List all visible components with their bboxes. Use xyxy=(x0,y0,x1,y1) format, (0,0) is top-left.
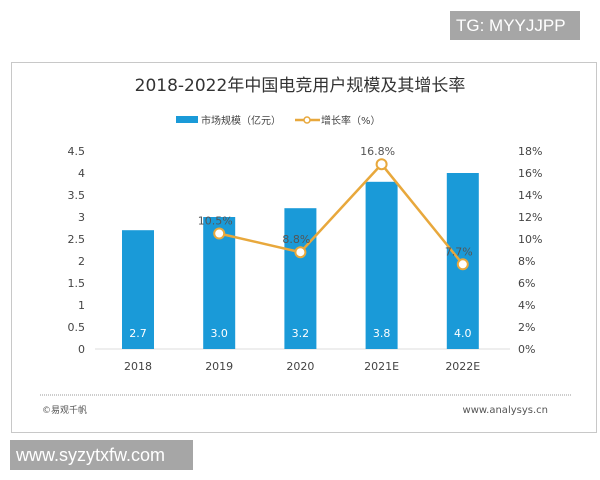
bar xyxy=(122,230,154,349)
y-right-tick-label: 12% xyxy=(518,211,542,224)
y-right-tick-label: 8% xyxy=(518,255,535,268)
bar-value-label: 4.0 xyxy=(454,327,472,340)
y-left-tick-label: 1 xyxy=(78,299,85,312)
chart-frame xyxy=(11,62,597,433)
chart-title: 2018-2022年中国电竞用户规模及其增长率 xyxy=(135,76,466,96)
growth-point xyxy=(456,258,469,271)
y-left-tick-label: 4 xyxy=(78,167,85,180)
growth-value-label: 16.8% xyxy=(360,145,395,158)
growth-point xyxy=(375,158,388,171)
y-right-tick-label: 0% xyxy=(518,343,535,356)
growth-value-label: 10.5% xyxy=(198,215,233,228)
legend-bar-swatch xyxy=(176,116,198,123)
y-left-tick-label: 0 xyxy=(78,343,85,356)
footer-url: www.analysys.cn xyxy=(463,405,548,416)
bar-value-label: 3.2 xyxy=(292,327,310,340)
y-right-tick-label: 4% xyxy=(518,299,535,312)
growth-point xyxy=(294,246,307,259)
y-left-tick-label: 3.5 xyxy=(68,189,86,202)
bar xyxy=(284,208,317,349)
x-tick-label: 2021E xyxy=(364,360,399,373)
y-left-tick-label: 0.5 xyxy=(68,321,86,334)
y-right-tick-label: 10% xyxy=(518,233,542,246)
y-left-tick-label: 1.5 xyxy=(68,277,86,290)
footer-source: ©易观千帆 xyxy=(42,404,87,416)
y-right-tick-label: 2% xyxy=(518,321,535,334)
growth-value-label: 8.8% xyxy=(282,233,310,246)
y-left-tick-label: 3 xyxy=(78,211,85,224)
legend: 市场规模（亿元） 增长率（%） xyxy=(176,114,381,127)
y-right-tick-label: 16% xyxy=(518,167,542,180)
growth-line xyxy=(218,162,464,266)
growth-point xyxy=(213,227,226,240)
watermark-top: TG: MYYJJPP xyxy=(450,11,580,40)
y-right-tick-label: 6% xyxy=(518,277,535,290)
legend-line-marker xyxy=(303,116,311,124)
x-tick-label: 2022E xyxy=(445,360,480,373)
x-tick-label: 2018 xyxy=(124,360,152,373)
bar-value-label: 2.7 xyxy=(129,327,147,340)
watermark-bottom: www.syzytxfw.com xyxy=(10,440,193,470)
bar-value-label: 3.8 xyxy=(373,327,391,340)
legend-bar-label: 市场规模（亿元） xyxy=(201,114,281,127)
legend-line-label: 增长率（%） xyxy=(321,114,381,127)
y-left-tick-label: 4.5 xyxy=(68,145,86,158)
x-tick-label: 2019 xyxy=(205,360,233,373)
bar-value-label: 3.0 xyxy=(210,327,228,340)
y-left-tick-label: 2 xyxy=(78,255,85,268)
y-right-tick-label: 18% xyxy=(518,145,542,158)
y-left-tick-label: 2.5 xyxy=(68,233,86,246)
bar xyxy=(365,181,398,349)
growth-value-label: 7.7% xyxy=(445,245,473,258)
y-right-tick-label: 14% xyxy=(518,189,542,202)
x-tick-label: 2020 xyxy=(286,360,314,373)
